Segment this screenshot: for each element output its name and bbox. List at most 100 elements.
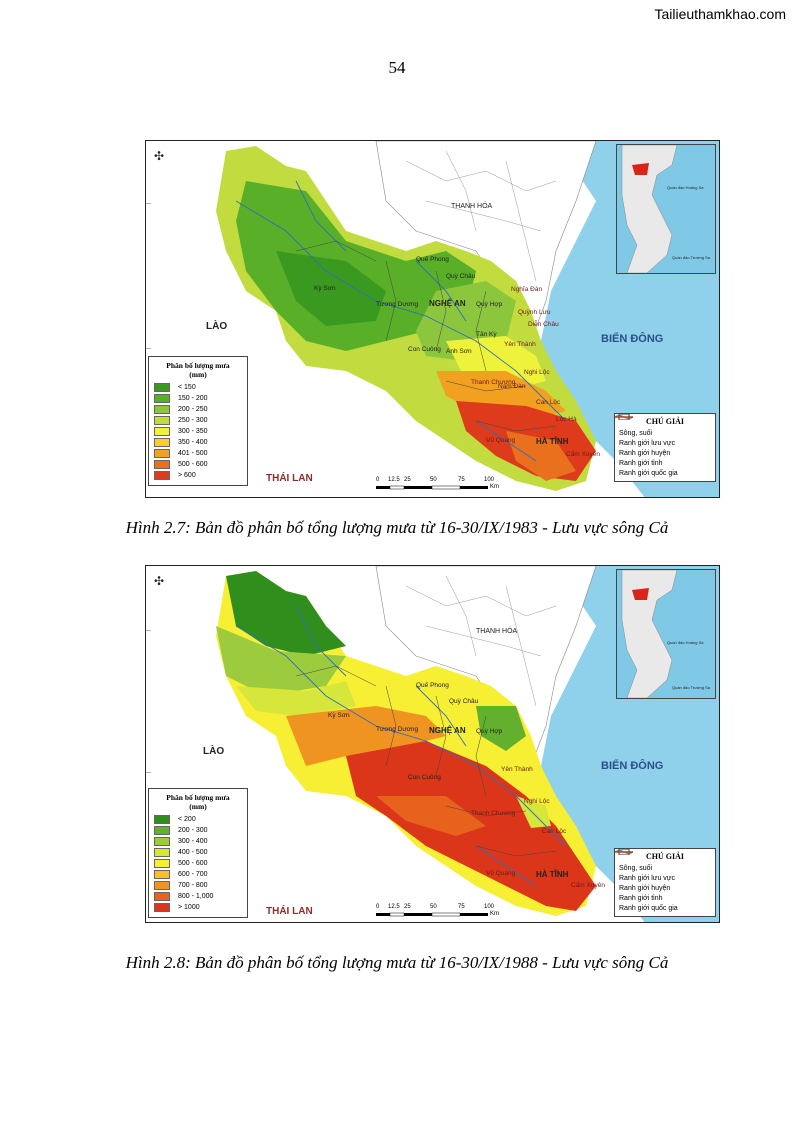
label-district: Yên Thành <box>501 766 533 773</box>
label-district: Yên Thành <box>504 341 536 348</box>
label-district: Cẩm Xuyên <box>571 882 605 889</box>
map-key-label: Ranh giới huyện <box>619 449 671 457</box>
scale-tick: 100 <box>484 904 495 910</box>
lat-tick: — <box>146 628 151 634</box>
label-district: Kỳ Sơn <box>328 712 350 719</box>
map-key-label: Ranh giới quốc gia <box>619 904 678 912</box>
scale-tick: 12.5 <box>388 904 400 910</box>
legend-label: 250 - 300 <box>178 417 208 424</box>
basin-boundary-icon <box>615 851 633 853</box>
label-nghe-an: NGHỆ AN <box>429 726 466 735</box>
legend-row: 500 - 600 <box>154 459 242 470</box>
inset-label: Quần đảo Trường Sa <box>672 685 710 690</box>
legend-row: < 150 <box>154 382 242 393</box>
label-district: Tương Dương <box>376 301 419 308</box>
label-district: Anh Sơn <box>446 348 472 355</box>
label-district: Can Lộc <box>542 828 567 835</box>
map-key-row: Ranh giới huyện <box>618 414 711 458</box>
scale-tick: 25 <box>404 477 411 483</box>
label-lao: LÀO <box>203 746 225 757</box>
label-district: Lộc Hà <box>556 416 577 423</box>
legend-swatch <box>154 903 170 912</box>
rainfall-legend: Phân bố lượng mưa (mm) < 150 150 - 200 2… <box>148 356 248 486</box>
scale-unit: Km <box>490 911 499 917</box>
legend-row: 300 - 350 <box>154 426 242 437</box>
legend-row: 300 - 400 <box>154 836 242 847</box>
legend-label: > 1000 <box>178 904 200 911</box>
scale-bar-graphic <box>376 912 488 917</box>
legend-label: 600 - 700 <box>178 871 208 878</box>
legend-swatch <box>154 394 170 403</box>
map-key-label: Ranh giới quốc gia <box>619 469 678 477</box>
legend-row: < 200 <box>154 814 242 825</box>
inset-label: Quần đảo Hoàng Sa <box>667 185 704 190</box>
label-ha-tinh: HÀ TĨNH <box>536 870 569 879</box>
label-district: Quỳ Châu <box>449 698 479 705</box>
legend-title: Phân bố lượng mưa <box>166 793 230 802</box>
legend-swatch <box>154 383 170 392</box>
label-district: Quế Phong <box>416 256 449 263</box>
inset-graphic <box>621 145 678 273</box>
label-district: Quỳ Hợp <box>476 728 503 735</box>
label-district: Diễn Châu <box>528 321 559 328</box>
legend-row: 800 - 1,000 <box>154 891 242 902</box>
legend-label: 401 - 500 <box>178 450 208 457</box>
page-number: 54 <box>388 58 406 77</box>
map-key-label: Ranh giới huyện <box>619 884 671 892</box>
legend-unit: (mm) <box>189 802 207 811</box>
map-key-row: Ranh giới quốc gia <box>618 849 711 913</box>
map-key: CHÚ GIẢI Sông, suối Ranh giới lưu vực Ra… <box>614 413 716 482</box>
label-district: Con Cuông <box>408 774 441 781</box>
legend-swatch <box>154 460 170 469</box>
map-key-row: Sông, suối <box>615 415 711 438</box>
legend-swatch <box>154 427 170 436</box>
map-key-row: Ranh giới quốc gia <box>618 414 711 478</box>
country-boundary-icon <box>618 414 630 420</box>
legend-label: < 150 <box>178 384 196 391</box>
label-lao: LÀO <box>206 321 228 332</box>
legend-label: 350 - 400 <box>178 439 208 446</box>
legend-label: 300 - 350 <box>178 428 208 435</box>
legend-label: 700 - 800 <box>178 882 208 889</box>
legend-row: > 600 <box>154 470 242 481</box>
legend-label: 500 - 600 <box>178 860 208 867</box>
label-thanh-hoa: THANH HÓA <box>476 628 518 635</box>
legend-row: 500 - 600 <box>154 858 242 869</box>
legend-row: 250 - 300 <box>154 415 242 426</box>
label-thanh-hoa: THANH HÓA <box>451 203 493 210</box>
map-graphic <box>216 141 719 497</box>
rainfall-legend: Phân bố lượng mưa (mm) < 200 200 - 300 3… <box>148 788 248 918</box>
label-district: Can Lộc <box>536 399 561 406</box>
legend-row: 200 - 250 <box>154 404 242 415</box>
map-graphic <box>216 566 719 922</box>
legend-swatch <box>154 449 170 458</box>
watermark: Tailieuthamkhao.com <box>654 6 786 22</box>
label-district: Nam Đàn <box>498 383 526 390</box>
legend-swatch <box>154 438 170 447</box>
label-district: Kỳ Sơn <box>314 285 336 292</box>
lat-tick: — <box>146 346 151 352</box>
legend-swatch <box>154 471 170 480</box>
label-district: Tân Kỳ <box>476 331 497 338</box>
legend-row: 200 - 300 <box>154 825 242 836</box>
legend-unit: (mm) <box>189 370 207 379</box>
map-key-title: CHÚ GIẢI <box>645 852 684 861</box>
map-key-label: Ranh giới tỉnh <box>619 894 663 902</box>
label-district: Cẩm Xuyên <box>566 451 600 458</box>
label-district: Quỳnh Lưu <box>518 309 551 316</box>
map-key-row: Ranh giới huyện <box>618 849 711 893</box>
legend-row: 401 - 500 <box>154 448 242 459</box>
map-key-row: Ranh giới lưu vực <box>615 851 711 883</box>
label-district: Quỳ Hợp <box>476 301 503 308</box>
inset-map: Quần đảo Hoàng Sa Quần đảo Trường Sa <box>616 569 716 699</box>
figure-2-8: — — ✣ LÀO THÁI LAN BIỂN ĐÔNG THANH HÓA N… <box>145 565 720 923</box>
map-key-row: Ranh giới tỉnh <box>618 414 711 468</box>
scale-tick: 75 <box>458 904 465 910</box>
label-thailand: THÁI LAN <box>266 473 313 484</box>
label-district: Quỳ Châu <box>446 273 476 280</box>
legend-row: 150 - 200 <box>154 393 242 404</box>
label-thailand: THÁI LAN <box>266 906 313 917</box>
legend-swatch <box>154 859 170 868</box>
legend-label: 150 - 200 <box>178 395 208 402</box>
map-key-label: Ranh giới lưu vực <box>619 874 675 882</box>
